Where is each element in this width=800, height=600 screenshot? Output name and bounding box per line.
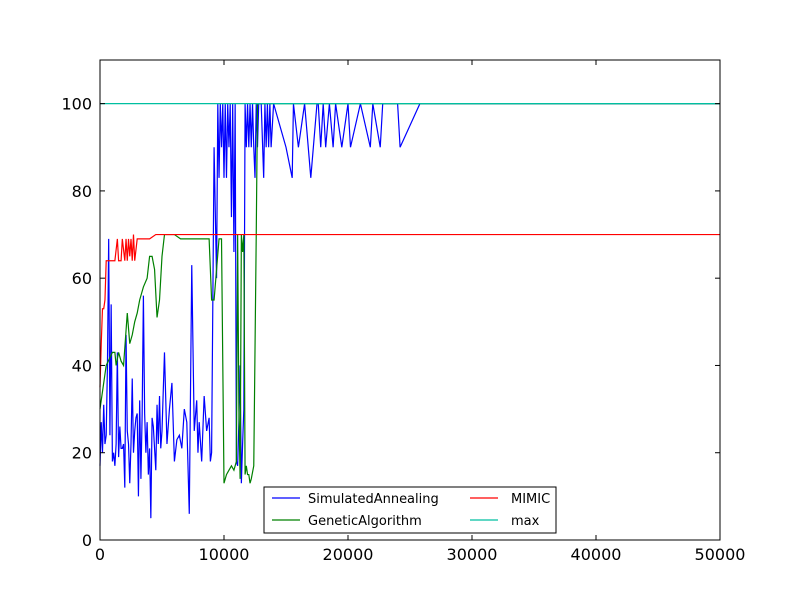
x-tick-label: 20000: [323, 545, 374, 564]
x-tick-label: 0: [95, 545, 105, 564]
series-layer: [99, 103, 720, 519]
series-line-geneticalgorithm: [99, 103, 720, 484]
legend-label-genetic-algorithm: GeneticAlgorithm: [308, 514, 422, 529]
plot-frame: [99, 59, 721, 541]
y-tick-label: 60: [72, 269, 92, 288]
y-tick-label: 0: [82, 531, 92, 550]
legend-label-max: max: [511, 514, 540, 529]
legend: SimulatedAnnealing GeneticAlgorithm MIMI…: [263, 486, 557, 534]
x-tick-label: 30000: [447, 545, 498, 564]
x-tick-label: 10000: [199, 545, 250, 564]
legend-label-mimic: MIMIC: [511, 492, 550, 507]
legend-label-simulated-annealing: SimulatedAnnealing: [308, 492, 439, 507]
y-tick-label: 40: [72, 356, 92, 375]
legend-box: [263, 486, 557, 534]
x-tick-label: 40000: [571, 545, 622, 564]
y-tick-label: 20: [72, 444, 92, 463]
ticks-layer: 0 10000 20000 30000 40000 50000 0 20 40 60 80 100: [61, 60, 745, 564]
x-tick-label: 50000: [695, 545, 746, 564]
series-line-mimic: [99, 233, 720, 388]
y-tick-label: 80: [72, 182, 92, 201]
y-tick-label: 100: [61, 95, 92, 114]
plot-area: [100, 60, 720, 540]
